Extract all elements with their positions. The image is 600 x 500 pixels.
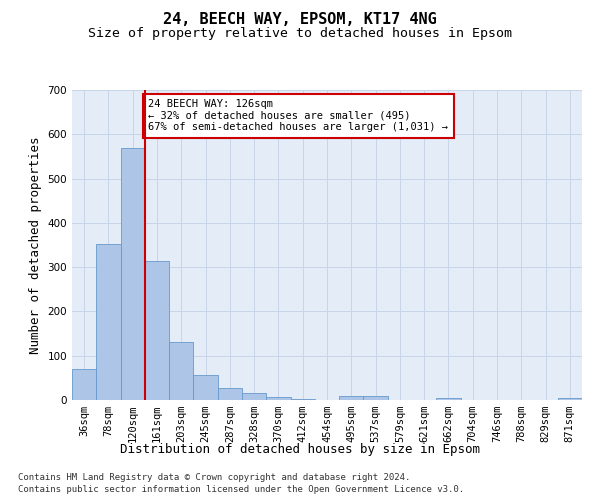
Bar — [436, 398, 461, 400]
Text: 24, BEECH WAY, EPSOM, KT17 4NG: 24, BEECH WAY, EPSOM, KT17 4NG — [163, 12, 437, 28]
Text: 24 BEECH WAY: 126sqm
← 32% of detached houses are smaller (495)
67% of semi-deta: 24 BEECH WAY: 126sqm ← 32% of detached h… — [149, 100, 449, 132]
Bar — [242, 394, 266, 400]
Bar — [339, 396, 364, 400]
Bar — [266, 397, 290, 400]
Bar — [72, 369, 96, 400]
Bar — [558, 398, 582, 400]
Text: Contains HM Land Registry data © Crown copyright and database right 2024.: Contains HM Land Registry data © Crown c… — [18, 472, 410, 482]
Bar — [96, 244, 121, 400]
Bar — [364, 396, 388, 400]
Bar — [169, 342, 193, 400]
Bar — [145, 262, 169, 400]
Y-axis label: Number of detached properties: Number of detached properties — [29, 136, 42, 354]
Bar — [193, 375, 218, 400]
Text: Distribution of detached houses by size in Epsom: Distribution of detached houses by size … — [120, 442, 480, 456]
Bar — [290, 398, 315, 400]
Text: Contains public sector information licensed under the Open Government Licence v3: Contains public sector information licen… — [18, 485, 464, 494]
Bar — [218, 388, 242, 400]
Text: Size of property relative to detached houses in Epsom: Size of property relative to detached ho… — [88, 28, 512, 40]
Bar — [121, 148, 145, 400]
